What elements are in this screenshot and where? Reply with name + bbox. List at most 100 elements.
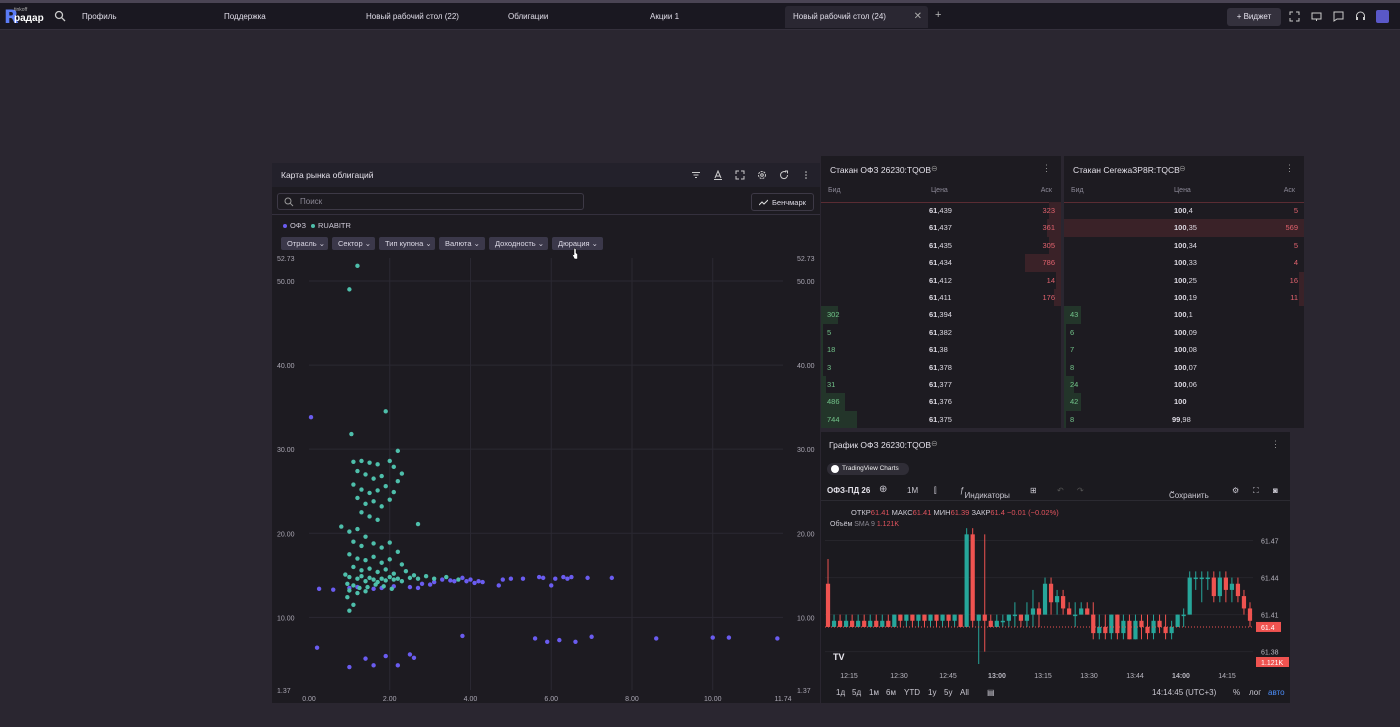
scatter-point[interactable] <box>431 576 437 581</box>
range-all[interactable]: All <box>960 688 969 697</box>
scatter-point[interactable] <box>379 560 384 565</box>
scatter-point[interactable] <box>373 582 378 587</box>
range-ytd[interactable]: YTD <box>904 688 920 697</box>
tab-bonds[interactable]: Облигации <box>500 6 640 28</box>
candle-body[interactable] <box>1006 614 1011 621</box>
scatter-point[interactable] <box>557 637 562 643</box>
orderbook-row[interactable]: 6 100,09 <box>1064 323 1304 342</box>
scatter-point[interactable] <box>347 574 352 580</box>
orderbook-row[interactable]: 486 61,376 <box>821 393 1061 411</box>
candle-body[interactable] <box>976 614 981 621</box>
close-tab-icon[interactable]: ✕ <box>913 11 922 22</box>
scatter-point[interactable] <box>508 576 514 581</box>
scatter-point[interactable] <box>359 568 364 573</box>
candle-body[interactable] <box>1241 596 1247 609</box>
orderbook-row[interactable]: 61,437 361 <box>821 219 1061 237</box>
candle-body[interactable] <box>1115 614 1120 634</box>
candle-body[interactable] <box>1079 608 1084 615</box>
candle-body[interactable] <box>825 583 831 627</box>
orderbook-row[interactable]: 744 61,375 <box>821 410 1061 429</box>
candle-body[interactable] <box>970 534 975 621</box>
scatter-point[interactable] <box>351 539 356 544</box>
text-color-icon[interactable] <box>713 170 723 180</box>
tradingview-toggle[interactable]: TradingView Charts <box>827 463 909 475</box>
scatter-point[interactable] <box>371 554 376 560</box>
candle-body[interactable] <box>837 620 843 627</box>
candle-body[interactable] <box>1024 614 1030 621</box>
candle-body[interactable] <box>1042 583 1048 615</box>
candle-body[interactable] <box>843 620 849 627</box>
filter-sector[interactable]: Сектор ⌄ <box>332 237 375 250</box>
scatter-point[interactable] <box>395 478 401 484</box>
candlestick-chart[interactable]: 61.47 61.44 61.41 61.38 61.4 1.121K TV 12:15 12:… <box>821 502 1290 684</box>
scatter-point[interactable] <box>345 581 350 586</box>
scatter-point[interactable] <box>480 579 485 585</box>
symbol-selector[interactable]: ОФЗ-ПД 26 <box>827 486 871 495</box>
candle-body[interactable] <box>892 614 897 627</box>
candle-body[interactable] <box>868 620 873 627</box>
scatter-point[interactable] <box>407 584 413 590</box>
candle-body[interactable] <box>922 614 927 621</box>
candle-body[interactable] <box>898 614 903 621</box>
scatter-point[interactable] <box>387 557 392 562</box>
scatter-point[interactable] <box>423 573 429 579</box>
scatter-point[interactable] <box>609 575 615 581</box>
expand-icon[interactable] <box>735 170 745 180</box>
percent-toggle[interactable]: % <box>1233 688 1241 697</box>
scatter-point[interactable] <box>314 645 320 650</box>
scatter-point[interactable] <box>379 504 384 509</box>
candle-body[interactable] <box>952 614 957 621</box>
scatter-point[interactable] <box>351 564 356 570</box>
candle-body[interactable] <box>1187 577 1192 615</box>
scatter-point[interactable] <box>444 574 449 580</box>
more-vertical-icon[interactable]: ⋮ <box>1285 163 1294 173</box>
candle-body[interactable] <box>1193 577 1198 580</box>
candle-body[interactable] <box>1181 614 1186 617</box>
scatter-point[interactable] <box>427 582 433 587</box>
scatter-point[interactable] <box>460 633 465 639</box>
candle-body[interactable] <box>1054 596 1060 603</box>
scatter-point[interactable] <box>316 586 322 592</box>
range-1y[interactable]: 1y <box>928 688 937 697</box>
scatter-point[interactable] <box>561 574 566 580</box>
filter-industry[interactable]: Отрасль ⌄ <box>281 237 328 250</box>
scatter-point[interactable] <box>347 529 352 534</box>
scatter-point[interactable] <box>391 464 396 470</box>
scatter-point[interactable] <box>347 287 352 292</box>
scatter-point[interactable] <box>573 639 578 645</box>
candle-body[interactable] <box>1169 626 1174 634</box>
candle-body[interactable] <box>1163 626 1168 634</box>
candle-body[interactable] <box>1097 626 1102 634</box>
scatter-point[interactable] <box>496 583 501 588</box>
scatter-point[interactable] <box>391 489 396 495</box>
candle-body[interactable] <box>1000 620 1005 623</box>
candle-body[interactable] <box>1223 577 1228 590</box>
more-vertical-icon[interactable] <box>801 170 811 180</box>
filter-yield[interactable]: Доходность ⌄ <box>489 237 548 250</box>
scatter-point[interactable] <box>331 587 336 592</box>
scatter-point[interactable] <box>375 517 380 523</box>
scatter-point[interactable] <box>399 471 405 476</box>
scatter-point[interactable] <box>415 585 421 591</box>
range-1d[interactable]: 1д <box>836 688 846 697</box>
candle-body[interactable] <box>1091 614 1096 634</box>
candle-body[interactable] <box>1109 614 1114 634</box>
scatter-point[interactable] <box>419 581 425 586</box>
orderbook-row[interactable]: 8 100,07 <box>1064 358 1304 376</box>
scatter-point[interactable] <box>367 575 372 581</box>
candle-body[interactable] <box>1018 614 1024 621</box>
scatter-point[interactable] <box>363 579 368 584</box>
scatter-point[interactable] <box>440 577 445 582</box>
scatter-point[interactable] <box>472 580 477 586</box>
scatter-point[interactable] <box>347 608 352 613</box>
scatter-point[interactable] <box>456 577 461 582</box>
bond-scatter-chart[interactable]: 52.73 52.73 50.00 50.00 40.00 40.00 30.00 30.00… <box>272 251 820 703</box>
scatter-point[interactable] <box>347 552 352 557</box>
scatter-point[interactable] <box>379 576 384 581</box>
scatter-point[interactable] <box>379 473 384 479</box>
headset-icon[interactable] <box>1355 11 1366 22</box>
scatter-point[interactable] <box>391 577 396 582</box>
scatter-point[interactable] <box>351 583 356 588</box>
candle-body[interactable] <box>928 614 933 621</box>
scatter-point[interactable] <box>347 588 352 593</box>
